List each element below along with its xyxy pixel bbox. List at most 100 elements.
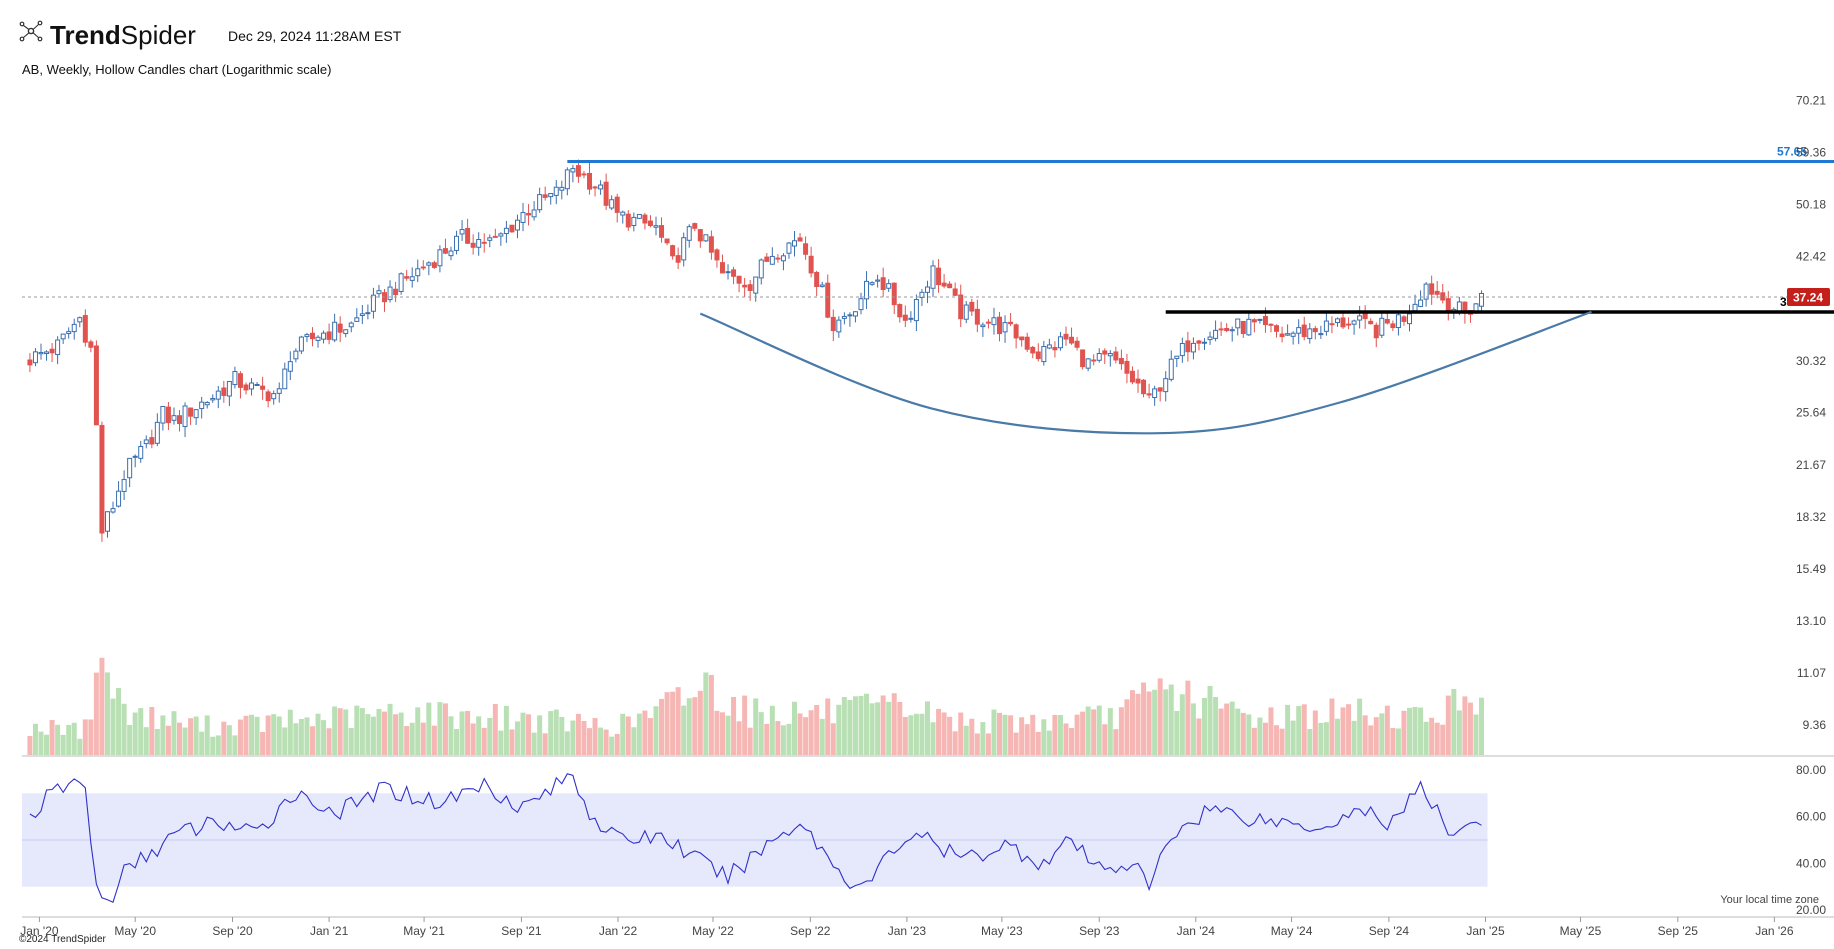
volume-bar xyxy=(1179,694,1185,755)
volume-bar xyxy=(714,710,720,755)
volume-bar xyxy=(121,703,127,755)
candle-body xyxy=(758,259,764,279)
candle-body xyxy=(1113,351,1119,361)
volume-bar xyxy=(93,672,99,755)
volume-bar xyxy=(803,717,809,755)
candle-body xyxy=(498,233,504,237)
x-tick-label: Jan '21 xyxy=(310,924,349,938)
volume-bar xyxy=(1135,693,1141,755)
candle-body xyxy=(1251,319,1257,323)
volume-bar xyxy=(138,708,144,755)
candle-body xyxy=(947,283,953,289)
volume-bar xyxy=(780,725,786,755)
volume-bar xyxy=(348,728,354,755)
volume-bar xyxy=(1467,702,1473,755)
candle-body xyxy=(1085,358,1091,369)
volume-bar xyxy=(603,729,609,755)
volume-bar xyxy=(465,710,471,755)
candle-body xyxy=(1141,379,1147,395)
volume-bar xyxy=(1412,706,1418,755)
candle-body xyxy=(127,457,133,479)
y-tick-label: 59.36 xyxy=(1796,145,1826,159)
candle-body xyxy=(553,186,559,196)
volume-bar xyxy=(769,705,775,755)
candle-body xyxy=(1069,336,1075,344)
volume-bar xyxy=(1390,728,1396,755)
volume-bar xyxy=(1141,682,1147,755)
volume-bar xyxy=(1041,719,1047,755)
candle-body xyxy=(1456,301,1462,312)
brand-bold: Trend xyxy=(50,20,121,50)
volume-bar xyxy=(1074,714,1080,755)
volume-bar xyxy=(864,693,870,755)
volume-bar xyxy=(731,696,737,755)
volume-bar xyxy=(1235,708,1241,755)
rsi-tick-label: 80.00 xyxy=(1796,763,1826,777)
candle-body xyxy=(764,256,770,262)
volume-bar xyxy=(315,713,321,755)
candle-body xyxy=(82,315,88,343)
candle-body xyxy=(985,321,991,324)
candle-body xyxy=(1362,312,1368,320)
candle-body xyxy=(1479,292,1485,307)
volume-bar xyxy=(913,713,919,755)
volume-bar xyxy=(71,722,77,755)
volume-bar xyxy=(132,712,138,755)
candle-body xyxy=(49,348,55,354)
volume-bar xyxy=(636,713,642,755)
volume-bar xyxy=(160,715,166,755)
last-price-badge xyxy=(1787,288,1830,307)
volume-bar xyxy=(514,721,520,755)
x-tick-label: May '23 xyxy=(981,924,1023,938)
volume-bar xyxy=(980,722,986,755)
volume-bar xyxy=(470,723,476,755)
y-tick-label: 18.32 xyxy=(1796,510,1826,524)
candle-body xyxy=(1296,327,1302,334)
volume-bar xyxy=(1456,710,1462,755)
candle-body xyxy=(952,288,958,296)
candle-body xyxy=(803,243,809,255)
candle-body xyxy=(825,282,831,318)
volume-bar xyxy=(670,691,676,755)
candle-body xyxy=(520,212,526,223)
volume-bar xyxy=(719,712,725,755)
y-tick-label: 25.64 xyxy=(1796,406,1826,420)
candle-body xyxy=(1157,387,1163,392)
candle-body xyxy=(1395,314,1401,329)
candle-body xyxy=(1257,318,1263,321)
candle-body xyxy=(1218,328,1224,331)
candle-body xyxy=(936,267,942,286)
x-tick-label: Sep '21 xyxy=(501,924,542,938)
volume-bar xyxy=(365,714,371,755)
candle-body xyxy=(548,193,554,198)
volume-bar xyxy=(382,711,388,755)
candle-body xyxy=(1323,320,1329,332)
candle-body xyxy=(60,333,66,340)
candle-body xyxy=(1046,344,1052,349)
volume-bar xyxy=(1362,715,1368,755)
volume-bar xyxy=(1440,724,1446,755)
volume-bar xyxy=(1473,714,1479,755)
candles-layer xyxy=(27,159,1485,542)
candle-body xyxy=(442,248,448,254)
candle-body xyxy=(1118,357,1124,365)
volume-bar xyxy=(1030,714,1036,755)
candle-body xyxy=(193,409,199,419)
volume-bar xyxy=(963,725,969,755)
candle-body xyxy=(132,455,138,458)
candle-body xyxy=(941,282,947,287)
candle-body xyxy=(958,294,964,320)
volume-bar xyxy=(659,698,665,755)
volume-bar xyxy=(171,711,177,755)
candle-body xyxy=(420,266,426,269)
candle-body xyxy=(326,331,332,340)
volume-bar xyxy=(792,701,798,755)
volume-bar xyxy=(1312,710,1318,755)
volume-bar xyxy=(1002,714,1008,755)
volume-bar xyxy=(1274,725,1280,755)
candle-body xyxy=(138,446,144,459)
volume-bar xyxy=(908,715,914,755)
x-tick-label: May '21 xyxy=(403,924,445,938)
candle-body xyxy=(282,368,288,390)
